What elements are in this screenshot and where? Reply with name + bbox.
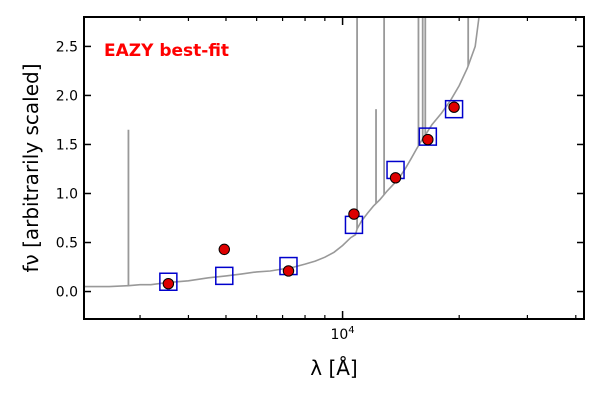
- x-tick-label: 104: [330, 325, 354, 343]
- plot-area-background: [84, 17, 584, 319]
- x-axis-label: λ [Å]: [310, 356, 357, 380]
- y-tick-label: 0.0: [56, 285, 78, 301]
- observed-flux-point: [282, 265, 295, 277]
- observed-layer: [162, 101, 460, 290]
- sed-curve: [84, 17, 480, 288]
- observed-flux-point: [422, 133, 434, 146]
- sed-layer: [84, 17, 480, 288]
- model-flux-square: [159, 272, 178, 291]
- y-tick-label: 2.0: [56, 88, 78, 104]
- y-tick-label: 1.0: [56, 186, 78, 202]
- y-tick-label: 0.5: [56, 236, 78, 252]
- y-axis-label: fν [arbitrarily scaled]: [19, 64, 43, 273]
- observed-flux-point: [448, 101, 460, 113]
- model-flux-square: [444, 99, 464, 119]
- observed-flux-point: [218, 243, 230, 256]
- model-flux-square: [215, 266, 234, 286]
- observed-flux-point: [348, 208, 360, 220]
- annotation-text: EAZY best-fit: [104, 41, 229, 61]
- y-tick-label: 1.5: [56, 137, 78, 153]
- plot-frame: [83, 16, 585, 320]
- observed-flux-point: [389, 172, 402, 184]
- y-tick-label: 2.5: [56, 39, 78, 55]
- observed-flux-point: [162, 278, 175, 290]
